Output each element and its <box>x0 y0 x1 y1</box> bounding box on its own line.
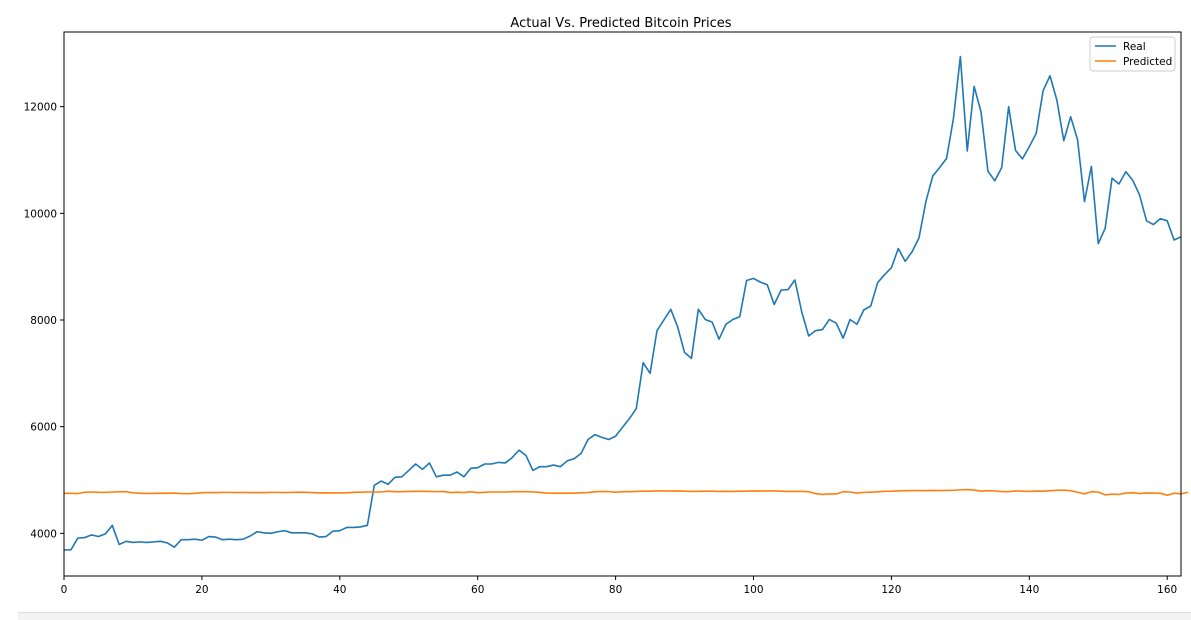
x-tick-label: 160 <box>1157 584 1177 596</box>
y-tick-label: 4000 <box>30 528 57 540</box>
x-tick-label: 120 <box>881 584 901 596</box>
x-tick-label: 20 <box>195 584 208 596</box>
y-tick-label: 8000 <box>30 315 57 327</box>
y-tick-label: 10000 <box>24 208 57 220</box>
x-tick-label: 0 <box>61 584 68 596</box>
series-line-real <box>64 55 1182 551</box>
axes-frame <box>63 31 1182 577</box>
x-tick-label: 100 <box>743 584 763 596</box>
series-line-predicted <box>64 488 1189 496</box>
notebook-output-scrollbar[interactable] <box>18 612 1191 620</box>
y-axis: 4000 6000 8000 10000 12000 <box>24 102 64 540</box>
x-axis: 0 20 40 60 80 100 120 140 160 <box>61 576 1177 596</box>
y-tick-label: 6000 <box>30 422 57 434</box>
x-tick-label: 40 <box>333 584 346 596</box>
x-tick-label: 80 <box>609 584 622 596</box>
x-tick-label: 60 <box>471 584 484 596</box>
chart-title: Actual Vs. Predicted Bitcoin Prices <box>510 16 731 31</box>
legend: Real Predicted <box>1089 36 1176 72</box>
legend-label-real: Real <box>1123 41 1146 53</box>
x-tick-label: 140 <box>1019 584 1039 596</box>
y-tick-label: 12000 <box>24 102 57 114</box>
plot-area <box>64 55 1189 551</box>
legend-label-predicted: Predicted <box>1123 56 1172 68</box>
